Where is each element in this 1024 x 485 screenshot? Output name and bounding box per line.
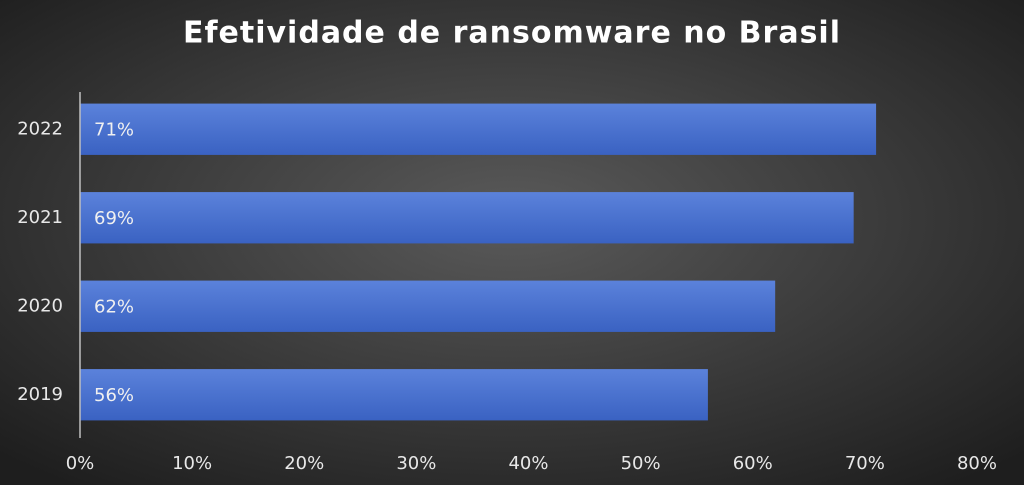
y-tick-label: 2020 (17, 295, 63, 316)
x-tick-label: 50% (621, 453, 661, 474)
x-tick-label: 70% (845, 453, 885, 474)
y-tick-label: 2019 (17, 384, 63, 405)
x-tick-label: 10% (172, 453, 212, 474)
value-label: 62% (94, 296, 134, 317)
y-tick-label: 2021 (17, 207, 63, 228)
x-tick-label: 80% (957, 453, 997, 474)
value-label: 71% (94, 119, 134, 140)
bar (80, 369, 708, 421)
y-tick-label: 2022 (17, 118, 63, 139)
value-label: 69% (94, 208, 134, 229)
x-tick-label: 20% (284, 453, 324, 474)
chart-title: Efetividade de ransomware no Brasil (183, 16, 841, 51)
value-label: 56% (94, 385, 134, 406)
x-tick-label: 0% (66, 453, 95, 474)
bar (80, 280, 776, 332)
x-tick-label: 60% (733, 453, 773, 474)
bar (80, 103, 877, 155)
x-tick-label: 30% (396, 453, 436, 474)
x-tick-label: 40% (508, 453, 548, 474)
bar (80, 192, 854, 244)
